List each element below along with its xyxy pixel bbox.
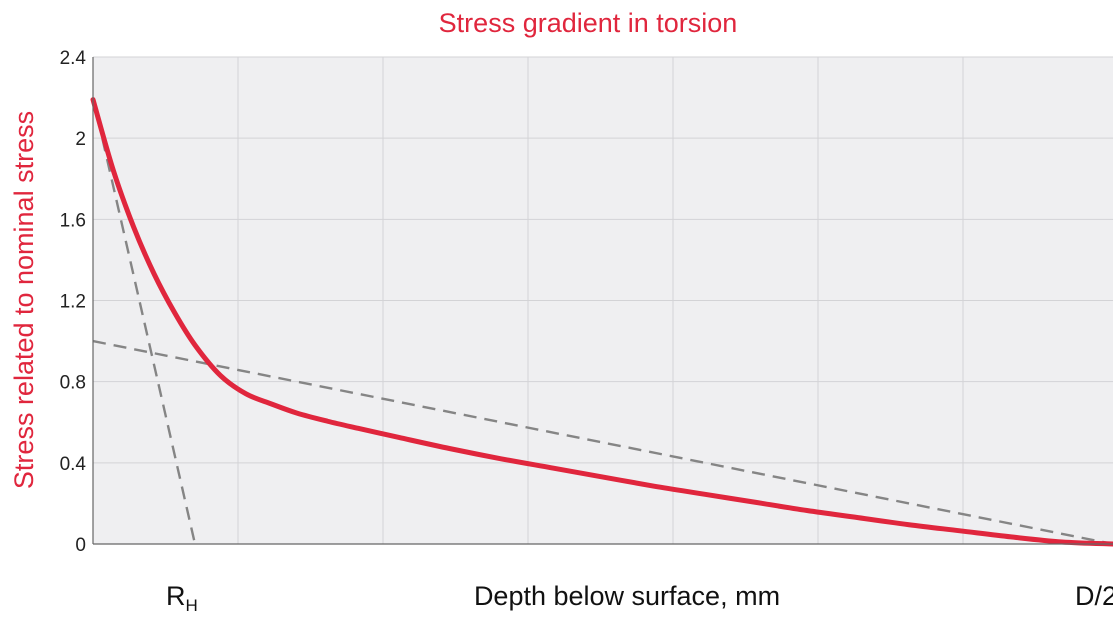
y-tick-label: 0.8 <box>60 373 86 394</box>
y-axis-label: Stress related to nominal stress <box>9 111 39 489</box>
y-tick-label: 0 <box>75 535 86 556</box>
y-tick-labels: 0 0.4 0.8 1.2 1.6 2 2.4 <box>60 48 87 556</box>
x-tick-label-rh-sub: H <box>186 596 198 615</box>
y-tick-label: 1.6 <box>60 210 86 231</box>
tangent-dashed-line <box>91 97 197 545</box>
chart-title: Stress gradient in torsion <box>439 8 738 38</box>
x-tick-label-rh-main: R <box>166 581 186 611</box>
y-tick-label: 1.2 <box>60 292 86 313</box>
x-axis-label: Depth below surface, mm <box>474 581 780 611</box>
x-tick-label-rh: RH <box>166 581 198 615</box>
horizontal-gridlines <box>93 56 1113 464</box>
stress-curve-series <box>90 97 1113 547</box>
series-layer <box>90 97 1113 547</box>
tangent-dashed-line <box>92 339 1113 546</box>
y-tick-label: 2.4 <box>60 48 87 69</box>
y-tick-label: 0.4 <box>60 454 87 475</box>
x-tick-label-d2: D/2 <box>1075 581 1113 611</box>
y-tick-label: 2 <box>75 129 86 150</box>
